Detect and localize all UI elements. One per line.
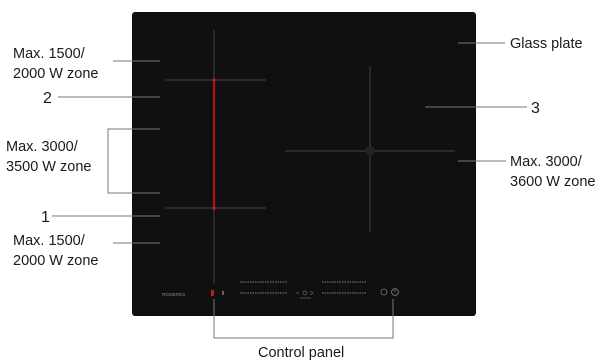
label-zone-mid-left-line1: Max. 3000/ [6, 139, 79, 155]
left-zone-lower-marker [212, 206, 216, 210]
bracket-control-panel [213, 299, 394, 339]
label-zone-top-left-line1: Max. 1500/ [13, 46, 86, 62]
brand-logo: ROSIERES [162, 292, 185, 297]
label-zone-right-line1: Max. 3000/ [510, 154, 583, 170]
left-zone-upper-marker [212, 78, 216, 82]
lock-icon [380, 288, 388, 296]
bracket-zone-mid-left [107, 128, 160, 194]
label-num-3: 3 [531, 100, 540, 117]
timer-controls-icon [296, 290, 314, 299]
power-indicator-slot [211, 290, 214, 296]
label-control-panel: Control panel [258, 345, 344, 361]
label-glass-plate: Glass plate [510, 36, 583, 52]
label-zone-mid-left-line2: 3500 W zone [6, 159, 91, 175]
power-indicator-slot-2 [222, 291, 224, 295]
right-zone-center-marker [366, 147, 374, 155]
label-zone-bottom-left-line1: Max. 1500/ [13, 233, 86, 249]
label-zone-right-line2: 3600 W zone [510, 174, 595, 190]
power-button-icon [391, 288, 399, 296]
label-zone-top-left-line2: 2000 W zone [13, 66, 98, 82]
label-num-2: 2 [43, 90, 52, 107]
label-num-1: 1 [41, 209, 50, 226]
label-zone-bottom-left-line2: 2000 W zone [13, 253, 98, 269]
hob-glass-surface [132, 12, 476, 316]
